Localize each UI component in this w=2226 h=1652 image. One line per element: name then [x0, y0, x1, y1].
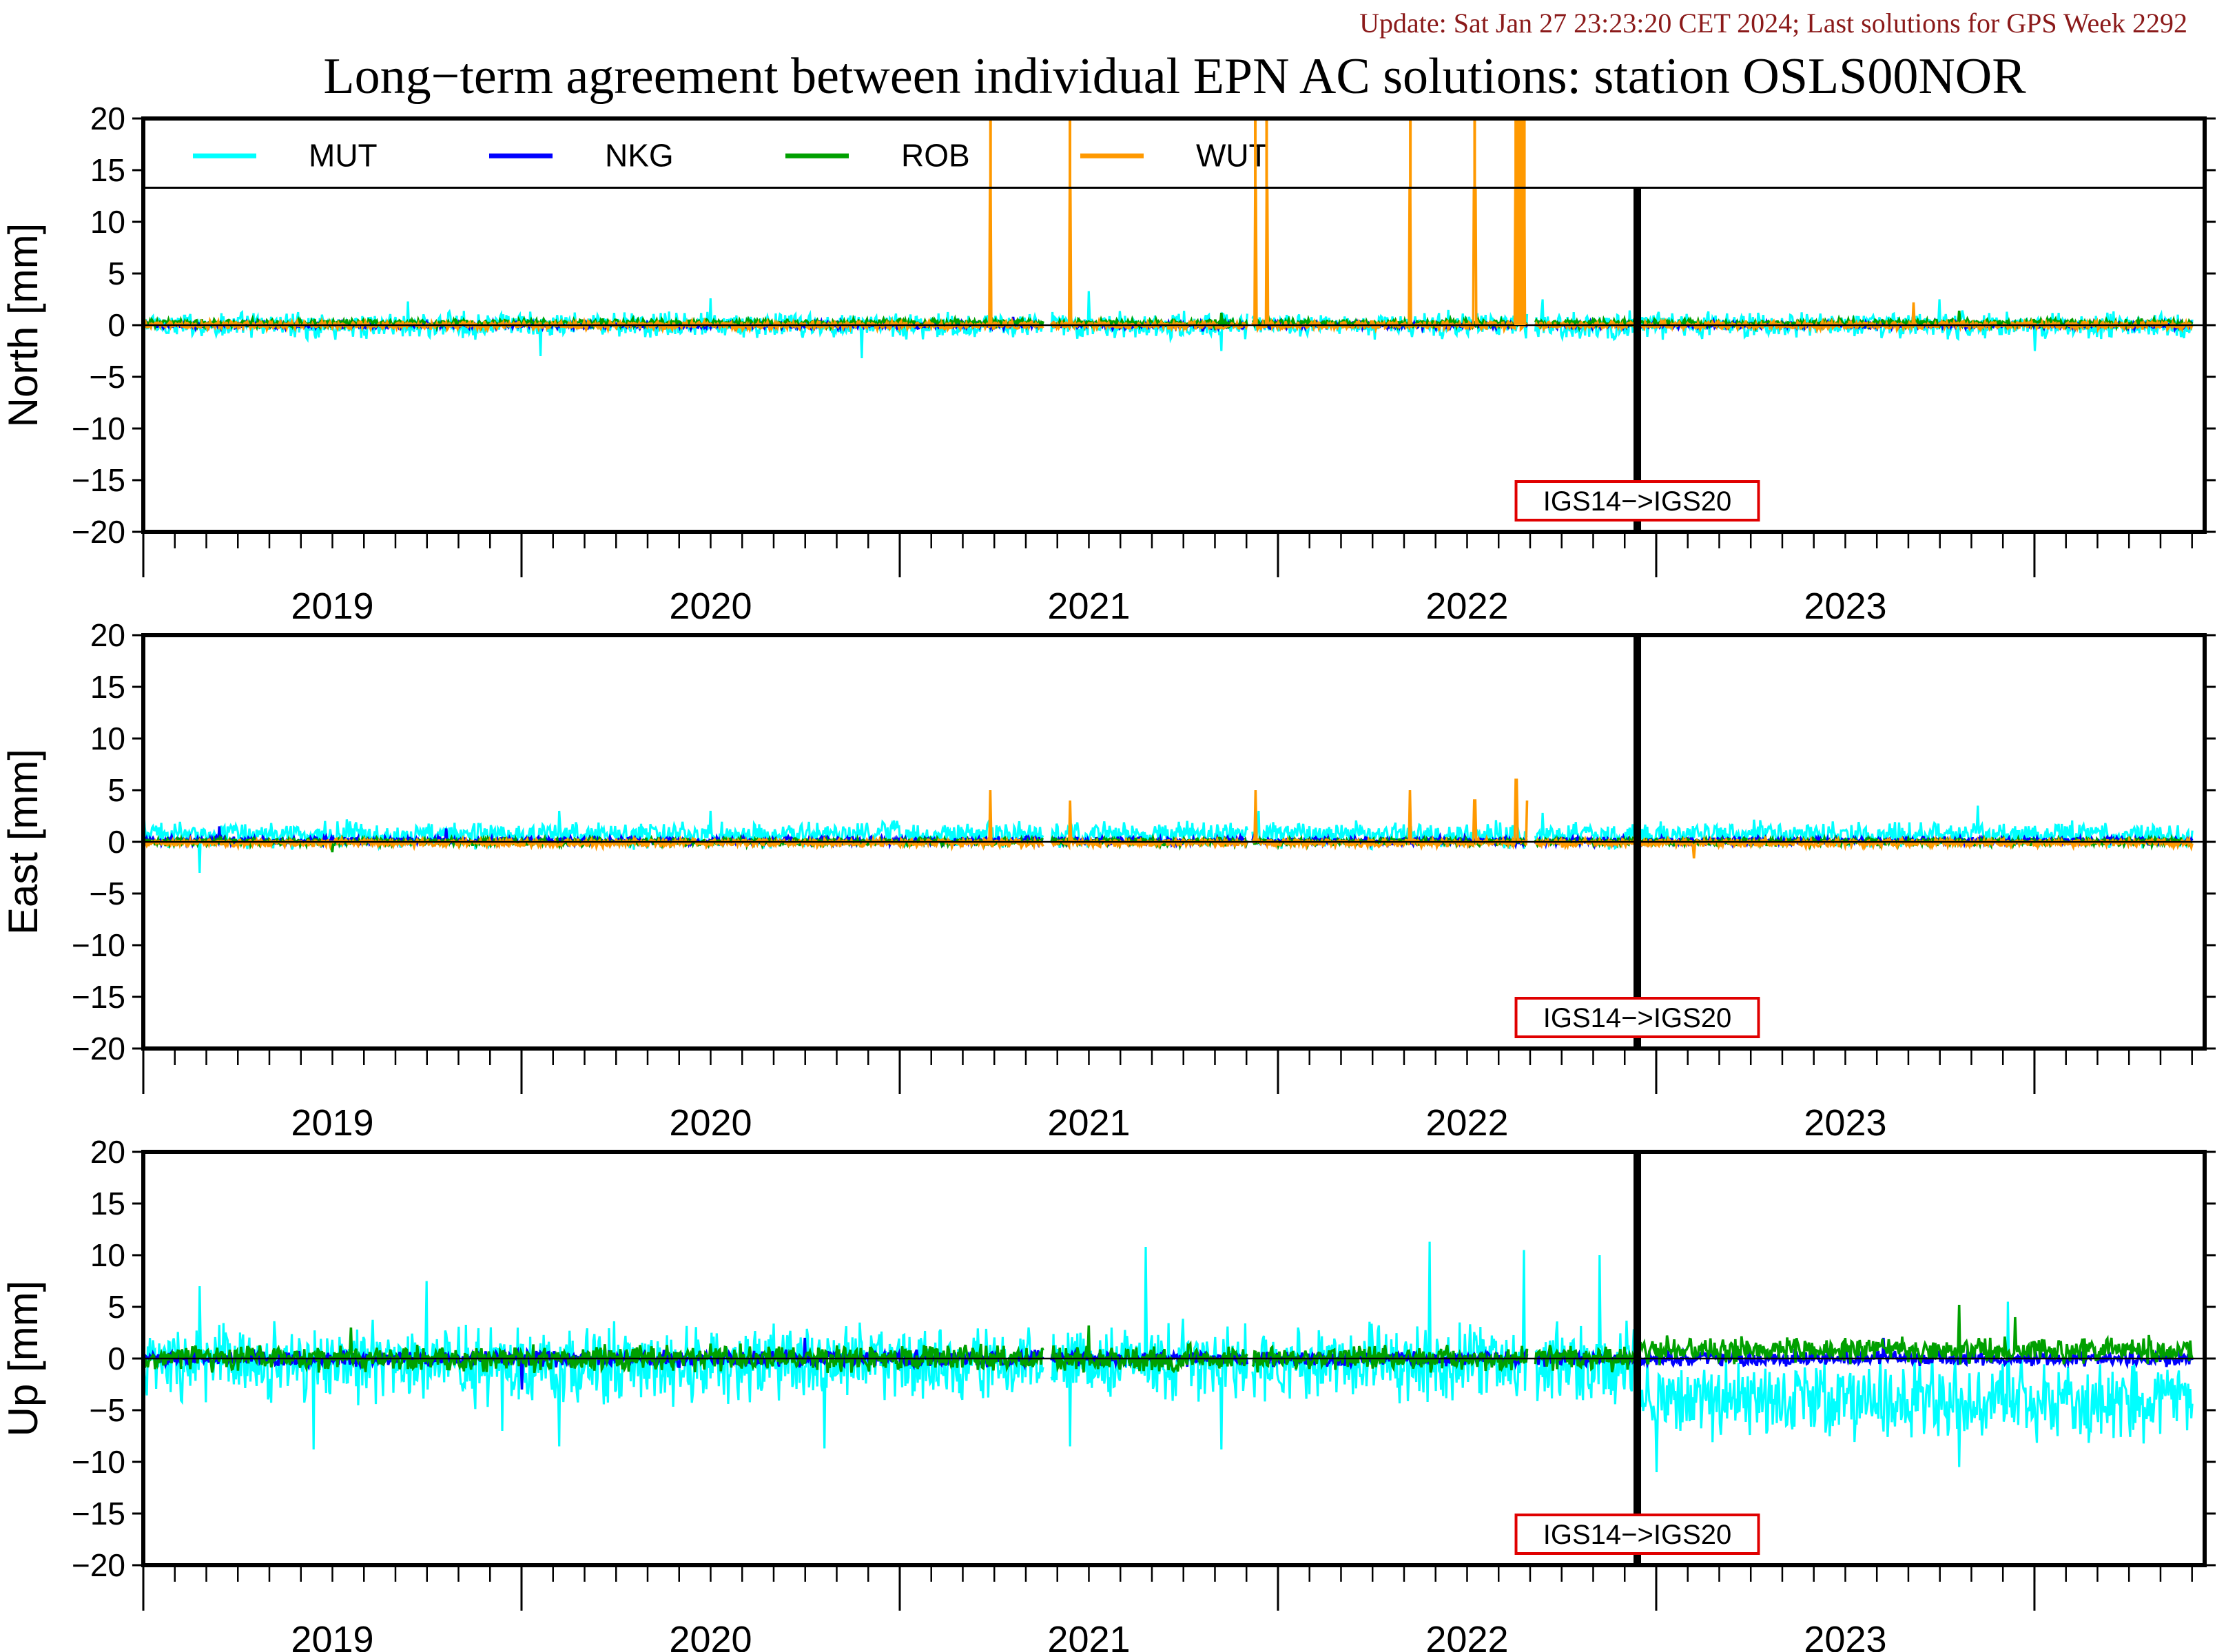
east-ytick-label: −5 [90, 876, 125, 911]
north-ytick-label: 0 [107, 307, 125, 343]
north-wut-spike-block [1514, 118, 1526, 325]
north-xtick-label: 2019 [291, 586, 373, 627]
north-xtick-label: 2022 [1425, 586, 1508, 627]
east-xtick-label: 2021 [1047, 1102, 1130, 1144]
up-xtick-label: 2021 [1047, 1619, 1130, 1652]
up-ytick-label: −15 [72, 1496, 125, 1531]
up-frame-change-label: IGS14−>IGS20 [1543, 1520, 1732, 1550]
north-ytick-label: −5 [90, 359, 125, 395]
north-frame-change-box [1514, 480, 1760, 522]
north-ytick-label: 20 [90, 101, 125, 136]
north-xtick-label: 2021 [1047, 586, 1130, 627]
north-ytick-label: 15 [90, 152, 125, 188]
legend-label-nkg: NKG [605, 137, 674, 173]
east-ytick-label: 10 [90, 721, 125, 756]
east-ytick-label: −20 [72, 1031, 125, 1066]
up-ytick-label: 15 [90, 1186, 125, 1221]
up-frame-change-box [1514, 1514, 1760, 1555]
north-ytick-label: 10 [90, 204, 125, 240]
north-ytick-label: −10 [72, 411, 125, 446]
north-xtick-label: 2023 [1804, 586, 1886, 627]
east-xtick-label: 2019 [291, 1102, 373, 1144]
up-series-rob [143, 1304, 2194, 1374]
up-series-mut [143, 1241, 2194, 1473]
east-frame-change-label: IGS14−>IGS20 [1543, 1003, 1732, 1033]
legend-label-mut: MUT [309, 137, 378, 173]
legend-box [142, 117, 2206, 189]
north-ytick-label: −15 [72, 462, 125, 498]
up-xtick-label: 2022 [1425, 1619, 1508, 1652]
up-series-group [143, 1241, 2194, 1473]
north-ytick-label: 5 [107, 256, 125, 291]
north-frame-change-label: IGS14−>IGS20 [1543, 486, 1732, 517]
legend-label-wut: WUT [1196, 137, 1268, 173]
up-ytick-label: 0 [107, 1341, 125, 1376]
update-note: Update: Sat Jan 27 23:23:20 CET 2024; La… [1359, 8, 2187, 39]
up-ytick-label: −10 [72, 1444, 125, 1480]
chart-title: Long−term agreement between individual E… [323, 48, 2026, 105]
north-ytick-label: −20 [72, 514, 125, 550]
east-series-wut [143, 778, 2194, 859]
panels: IGS14−>IGS20 MUT NKG ROB WUT 20 15 10 5 0 −5 −10 −15… [0, 101, 2216, 1652]
east-xtick-label: 2022 [1425, 1102, 1508, 1144]
east-ytick-label: −15 [72, 979, 125, 1015]
up-ytick-label: 20 [90, 1134, 125, 1170]
east-ytick-label: −10 [72, 927, 125, 963]
east-ylabel: East [mm] [0, 749, 46, 935]
up-ytick-label: −20 [72, 1547, 125, 1583]
up-ylabel: Up [mm] [0, 1281, 46, 1437]
east-ytick-label: 0 [107, 824, 125, 860]
up-xtick-label: 2019 [291, 1619, 373, 1652]
legend-label-rob: ROB [901, 137, 970, 173]
east-xtick-label: 2020 [669, 1102, 752, 1144]
east-ytick-label: 20 [90, 617, 125, 653]
up-ytick-label: −5 [90, 1392, 125, 1428]
east-xtick-label: 2023 [1804, 1102, 1886, 1144]
up-xtick-label: 2023 [1804, 1619, 1886, 1652]
up-ytick-label: 5 [107, 1289, 125, 1325]
east-frame-change-box [1514, 997, 1760, 1038]
up-xtick-label: 2020 [669, 1619, 752, 1652]
panel-north: IGS14−>IGS20 MUT NKG ROB WUT 20 15 10 5 0 −5 −10 −15… [0, 101, 2216, 627]
east-ytick-label: 15 [90, 669, 125, 705]
up-ytick-label: 10 [90, 1237, 125, 1273]
panel-up: IGS14−>IGS20 20 15 10 5 0 −5 −10 −15 −20 Up [mm] 20… [0, 1134, 2216, 1652]
north-xtick-label: 2020 [669, 586, 752, 627]
panel-east: IGS14−>IGS20 20 15 10 5 0 −5 −10 −15 −20 East [mm]… [0, 617, 2216, 1144]
east-ytick-label: 5 [107, 772, 125, 808]
north-ylabel: North [mm] [0, 223, 46, 428]
